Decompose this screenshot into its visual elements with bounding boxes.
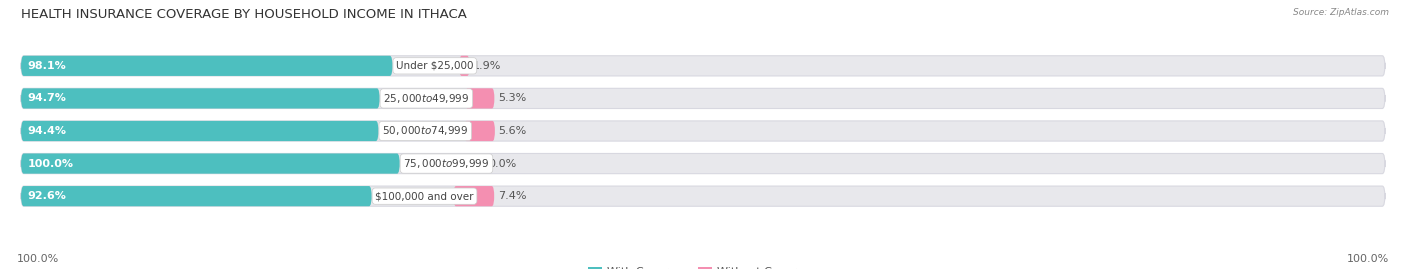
FancyBboxPatch shape: [21, 186, 1385, 206]
Text: 1.9%: 1.9%: [472, 61, 502, 71]
Text: 7.4%: 7.4%: [498, 191, 526, 201]
FancyBboxPatch shape: [454, 186, 495, 206]
Text: 98.1%: 98.1%: [28, 61, 66, 71]
FancyBboxPatch shape: [21, 121, 1385, 141]
Text: $50,000 to $74,999: $50,000 to $74,999: [382, 125, 468, 137]
Text: 100.0%: 100.0%: [1347, 254, 1389, 264]
FancyBboxPatch shape: [21, 88, 1385, 108]
Text: $75,000 to $99,999: $75,000 to $99,999: [404, 157, 489, 170]
FancyBboxPatch shape: [21, 154, 1385, 174]
FancyBboxPatch shape: [21, 154, 399, 174]
Text: HEALTH INSURANCE COVERAGE BY HOUSEHOLD INCOME IN ITHACA: HEALTH INSURANCE COVERAGE BY HOUSEHOLD I…: [21, 8, 467, 21]
Text: Under $25,000: Under $25,000: [396, 61, 474, 71]
Text: 5.6%: 5.6%: [498, 126, 527, 136]
Text: 92.6%: 92.6%: [28, 191, 66, 201]
FancyBboxPatch shape: [21, 56, 1385, 76]
FancyBboxPatch shape: [21, 56, 392, 76]
FancyBboxPatch shape: [464, 121, 495, 141]
Text: 94.7%: 94.7%: [28, 93, 66, 103]
Text: $100,000 and over: $100,000 and over: [375, 191, 474, 201]
Text: 100.0%: 100.0%: [17, 254, 59, 264]
Text: 5.3%: 5.3%: [498, 93, 526, 103]
Text: Source: ZipAtlas.com: Source: ZipAtlas.com: [1294, 8, 1389, 17]
FancyBboxPatch shape: [21, 121, 378, 141]
Text: 100.0%: 100.0%: [28, 158, 75, 169]
Text: 94.4%: 94.4%: [28, 126, 67, 136]
FancyBboxPatch shape: [21, 186, 371, 206]
Legend: With Coverage, Without Coverage: With Coverage, Without Coverage: [588, 267, 818, 269]
Text: 0.0%: 0.0%: [489, 158, 517, 169]
FancyBboxPatch shape: [465, 88, 495, 108]
Text: $25,000 to $49,999: $25,000 to $49,999: [384, 92, 470, 105]
FancyBboxPatch shape: [21, 88, 380, 108]
FancyBboxPatch shape: [460, 56, 470, 76]
